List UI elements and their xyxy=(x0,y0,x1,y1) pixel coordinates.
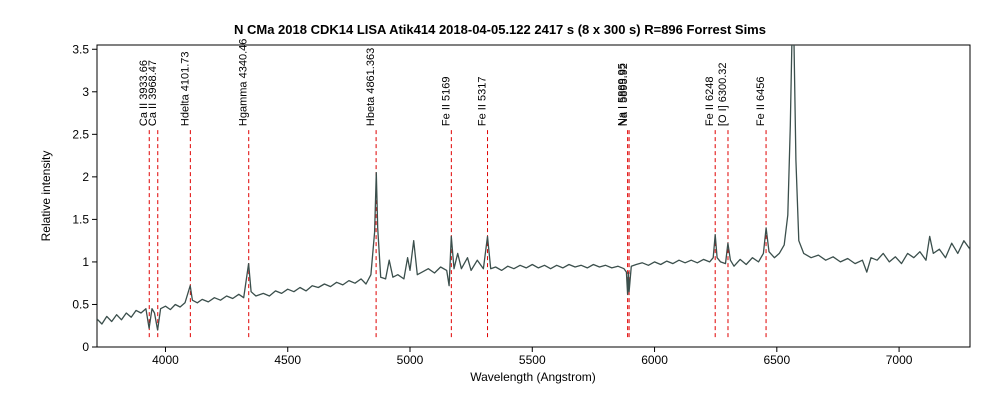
y-tick-label: 0.5 xyxy=(72,297,89,311)
y-tick-label: 0 xyxy=(82,340,89,354)
x-tick-label: 5000 xyxy=(397,353,424,367)
x-tick-label: 5500 xyxy=(519,353,546,367)
x-axis-label: Wavelength (Angstrom) xyxy=(470,370,596,384)
y-tick-label: 1 xyxy=(82,255,89,269)
x-tick-label: 4000 xyxy=(152,353,179,367)
y-tick-label: 2.5 xyxy=(72,127,89,141)
line-marker-label: Na I 5895.92 xyxy=(618,63,630,126)
y-axis-label: Relative intensity xyxy=(39,151,53,242)
line-marker-label: [O I] 6300.32 xyxy=(717,62,729,126)
axis-ticks-layer: 4000 4500 5000 5500 6000 6500 7000 0 0.5 1 1.5 2 2.5… xyxy=(72,42,912,367)
spectrum-line xyxy=(97,45,970,331)
line-marker-label: Fe II 6248 xyxy=(704,77,716,127)
spectrum-series-layer xyxy=(97,45,970,331)
line-marker-label: Fe II 6456 xyxy=(755,77,767,127)
x-tick-label: 6500 xyxy=(763,353,790,367)
plot-area-frame xyxy=(96,44,971,348)
line-marker-label: Ca II 3968.47 xyxy=(147,60,159,126)
line-marker-label: Fe II 5317 xyxy=(477,77,489,127)
line-marker-label: Fe II 5169 xyxy=(440,77,452,127)
line-marker-label: Hgamma 4340.46 xyxy=(238,39,250,126)
y-tick-label: 1.5 xyxy=(72,212,89,226)
y-tick-label: 3.5 xyxy=(72,42,89,56)
line-marker-label: Ca II 3933.66 xyxy=(138,60,150,126)
y-tick-label: 2 xyxy=(82,170,89,184)
y-tick-label: 3 xyxy=(82,85,89,99)
x-tick-label: 6000 xyxy=(641,353,668,367)
x-tick-label: 7000 xyxy=(886,353,913,367)
line-marker-label: Hdelta 4101.73 xyxy=(179,51,191,126)
line-marker-label: Na I 5889.95 xyxy=(617,63,629,126)
x-tick-label: 4500 xyxy=(274,353,301,367)
line-marker-label: Hbeta 4861.363 xyxy=(365,48,377,126)
chart-title: N CMa 2018 CDK14 LISA Atik414 2018-04-05… xyxy=(234,22,766,37)
